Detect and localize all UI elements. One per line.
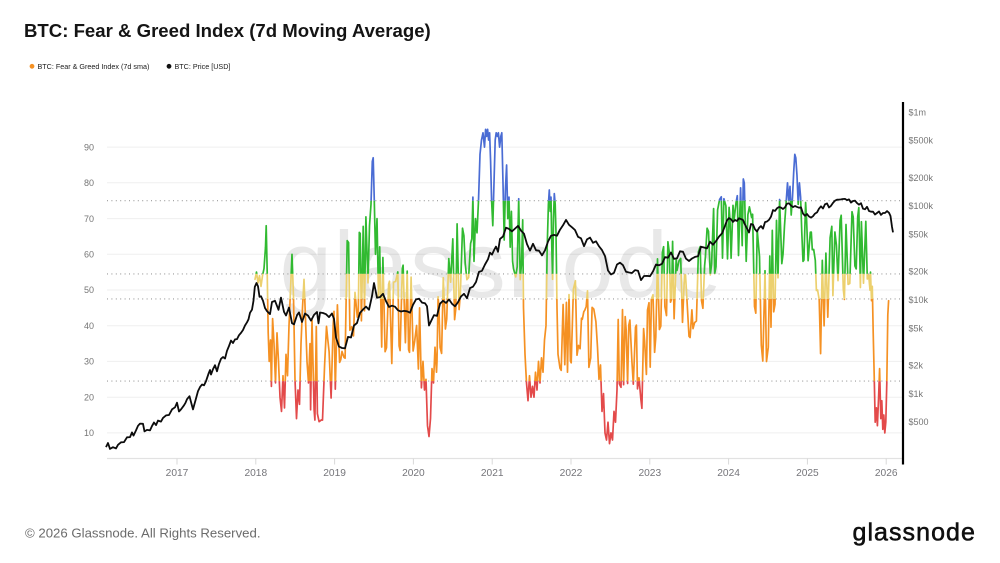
svg-text:40: 40	[84, 321, 94, 331]
svg-text:glassnode: glassnode	[280, 212, 724, 317]
svg-text:$20k: $20k	[909, 267, 929, 277]
svg-text:$500: $500	[909, 417, 929, 427]
svg-text:2022: 2022	[560, 468, 583, 479]
svg-text:BTC: Fear & Greed Index (7d sm: BTC: Fear & Greed Index (7d sma)	[38, 62, 150, 71]
svg-text:$2k: $2k	[909, 361, 924, 371]
svg-text:© 2026 Glassnode. All Rights R: © 2026 Glassnode. All Rights Reserved.	[25, 526, 261, 541]
svg-text:2023: 2023	[638, 468, 661, 479]
svg-text:glassnode: glassnode	[853, 519, 976, 547]
svg-text:$10k: $10k	[909, 295, 929, 305]
svg-text:$1m: $1m	[909, 107, 927, 117]
svg-text:70: 70	[84, 214, 94, 224]
svg-text:50: 50	[84, 285, 94, 295]
svg-text:2019: 2019	[323, 468, 346, 479]
svg-text:2021: 2021	[481, 468, 504, 479]
svg-text:2026: 2026	[875, 468, 898, 479]
svg-text:BTC: Fear & Greed Index (7d Mo: BTC: Fear & Greed Index (7d Moving Avera…	[24, 20, 431, 41]
svg-text:20: 20	[84, 392, 94, 402]
svg-text:2024: 2024	[717, 468, 740, 479]
svg-text:2020: 2020	[402, 468, 425, 479]
svg-text:$200k: $200k	[909, 173, 934, 183]
svg-text:30: 30	[84, 357, 94, 367]
svg-text:$1k: $1k	[909, 389, 924, 399]
svg-text:$100k: $100k	[909, 201, 934, 211]
svg-text:10: 10	[84, 428, 94, 438]
svg-text:BTC: Price [USD]: BTC: Price [USD]	[175, 62, 231, 71]
svg-text:2025: 2025	[796, 468, 819, 479]
svg-text:80: 80	[84, 178, 94, 188]
svg-text:90: 90	[84, 142, 94, 152]
svg-text:2018: 2018	[244, 468, 267, 479]
svg-text:$500k: $500k	[909, 136, 934, 146]
svg-text:$5k: $5k	[909, 323, 924, 333]
svg-text:60: 60	[84, 250, 94, 260]
svg-text:2017: 2017	[166, 468, 189, 479]
svg-text:$50k: $50k	[909, 229, 929, 239]
